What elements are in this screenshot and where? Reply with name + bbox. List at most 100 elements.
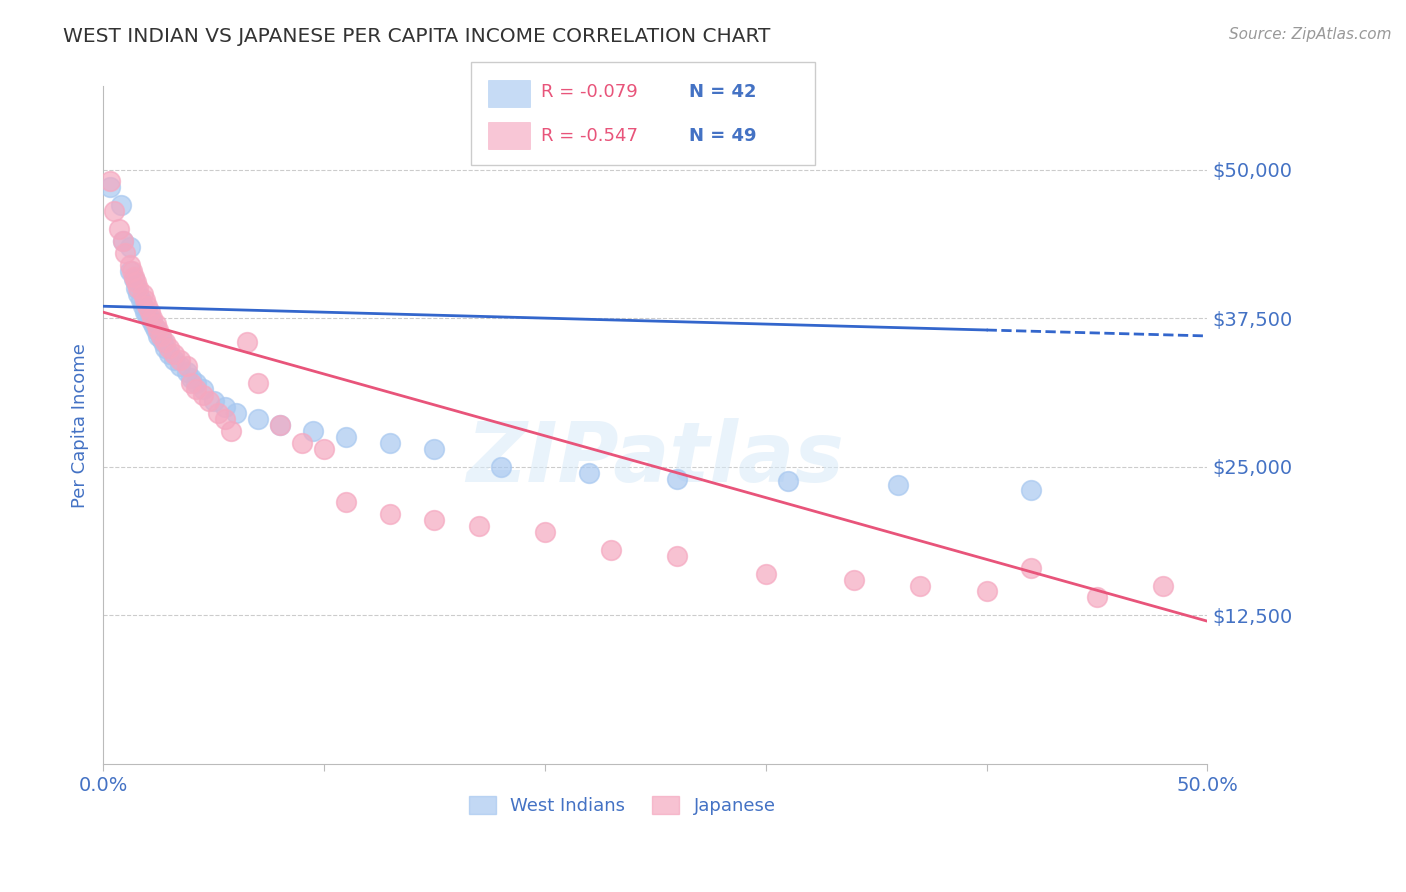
- Text: R = -0.079: R = -0.079: [541, 83, 638, 101]
- Legend: West Indians, Japanese: West Indians, Japanese: [461, 789, 783, 822]
- Point: [107, 222, 129, 236]
- Point: [335, 495, 357, 509]
- Point: [191, 383, 214, 397]
- Point: [132, 299, 155, 313]
- Point: [153, 341, 176, 355]
- Point: [121, 263, 143, 277]
- Point: [127, 287, 149, 301]
- Point: [148, 329, 170, 343]
- Point: [202, 394, 225, 409]
- Point: [138, 305, 160, 319]
- Point: [176, 365, 198, 379]
- Point: [149, 331, 172, 345]
- Point: [1152, 578, 1174, 592]
- Point: [291, 436, 314, 450]
- Text: N = 42: N = 42: [689, 83, 756, 101]
- Point: [157, 347, 180, 361]
- Point: [467, 519, 489, 533]
- Point: [129, 293, 152, 308]
- Point: [163, 352, 186, 367]
- Point: [302, 424, 325, 438]
- Point: [269, 418, 291, 433]
- Point: [157, 341, 180, 355]
- Point: [148, 323, 170, 337]
- Point: [246, 412, 269, 426]
- Point: [163, 347, 186, 361]
- Point: [842, 573, 865, 587]
- Point: [125, 276, 148, 290]
- Point: [98, 174, 121, 188]
- Point: [380, 507, 402, 521]
- Point: [141, 315, 163, 329]
- Point: [184, 376, 207, 391]
- Point: [666, 472, 689, 486]
- Point: [600, 542, 623, 557]
- Point: [118, 258, 141, 272]
- Text: R = -0.547: R = -0.547: [541, 127, 638, 145]
- Point: [887, 477, 910, 491]
- Point: [103, 204, 125, 219]
- Point: [269, 418, 291, 433]
- Point: [118, 240, 141, 254]
- Text: N = 49: N = 49: [689, 127, 756, 145]
- Point: [145, 317, 167, 331]
- Point: [246, 376, 269, 391]
- Point: [122, 272, 145, 286]
- Point: [136, 308, 159, 322]
- Text: ZIPatlas: ZIPatlas: [467, 418, 844, 500]
- Text: WEST INDIAN VS JAPANESE PER CAPITA INCOME CORRELATION CHART: WEST INDIAN VS JAPANESE PER CAPITA INCOM…: [63, 27, 770, 45]
- Point: [184, 383, 207, 397]
- Y-axis label: Per Capita Income: Per Capita Income: [72, 343, 89, 508]
- Point: [169, 359, 191, 373]
- Point: [134, 293, 156, 308]
- Point: [138, 311, 160, 326]
- Point: [423, 513, 446, 527]
- Point: [235, 334, 257, 349]
- Point: [666, 549, 689, 563]
- Point: [1019, 483, 1042, 498]
- Point: [122, 269, 145, 284]
- Point: [114, 245, 136, 260]
- Point: [141, 311, 163, 326]
- Point: [1085, 591, 1108, 605]
- Point: [214, 401, 236, 415]
- Point: [145, 323, 167, 337]
- Point: [180, 370, 202, 384]
- Point: [132, 287, 155, 301]
- Point: [380, 436, 402, 450]
- Point: [214, 412, 236, 426]
- Point: [152, 334, 174, 349]
- Point: [578, 466, 600, 480]
- Point: [153, 334, 176, 349]
- Point: [207, 406, 229, 420]
- Point: [169, 352, 191, 367]
- Point: [149, 329, 172, 343]
- Point: [111, 234, 134, 248]
- Point: [225, 406, 247, 420]
- Point: [134, 305, 156, 319]
- Point: [127, 281, 149, 295]
- Point: [534, 524, 557, 539]
- Point: [489, 459, 512, 474]
- Point: [125, 281, 148, 295]
- Point: [312, 442, 335, 456]
- Point: [335, 430, 357, 444]
- Point: [755, 566, 778, 581]
- Point: [776, 474, 799, 488]
- Point: [110, 198, 132, 212]
- Point: [142, 319, 165, 334]
- Point: [976, 584, 998, 599]
- Point: [198, 394, 221, 409]
- Point: [219, 424, 242, 438]
- Point: [176, 359, 198, 373]
- Point: [191, 388, 214, 402]
- Point: [118, 263, 141, 277]
- Point: [1019, 560, 1042, 574]
- Point: [111, 234, 134, 248]
- Point: [136, 299, 159, 313]
- Text: Source: ZipAtlas.com: Source: ZipAtlas.com: [1229, 27, 1392, 42]
- Point: [910, 578, 932, 592]
- Point: [98, 180, 121, 194]
- Point: [180, 376, 202, 391]
- Point: [423, 442, 446, 456]
